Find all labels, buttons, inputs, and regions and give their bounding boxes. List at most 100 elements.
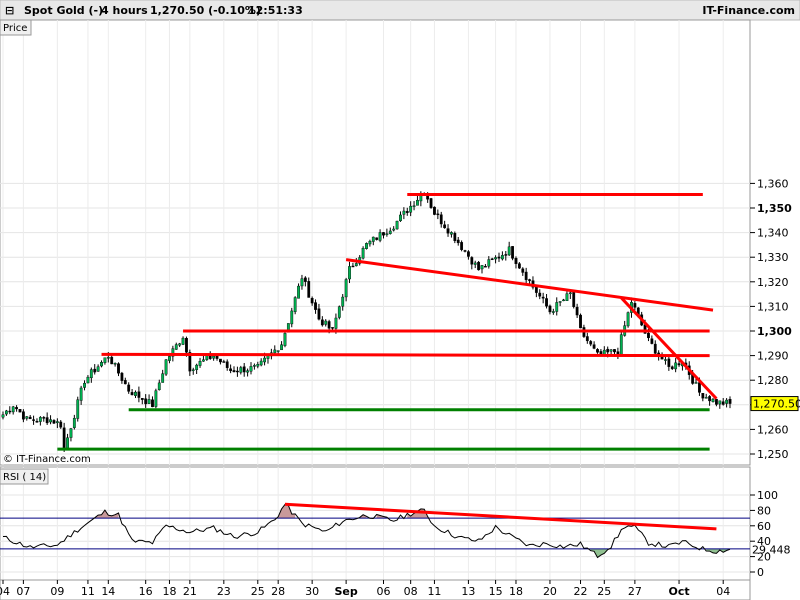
candle-body [28, 416, 32, 420]
price-candle [96, 364, 100, 372]
candle-body [715, 398, 718, 405]
candle-body [89, 369, 93, 379]
candle-body [72, 417, 76, 428]
price-candle [69, 427, 73, 442]
rsi-line [2, 503, 731, 559]
candle-body [602, 349, 606, 355]
candle-body [276, 350, 280, 352]
price-candle [4, 409, 8, 416]
price-candle [89, 367, 93, 383]
x-axis-label: 22 [574, 585, 588, 598]
candle-body [168, 356, 171, 361]
price-panel-tab[interactable]: Price [0, 19, 32, 36]
candle-body [399, 214, 402, 222]
price-candle [191, 367, 195, 375]
candle-body [1, 414, 5, 418]
price-candle [436, 209, 440, 220]
x-axis-label: Oct [668, 585, 689, 598]
rsi-panel-tab[interactable]: RSI ( 14) [0, 468, 49, 485]
price-candle [473, 260, 477, 269]
price-candle [450, 231, 453, 238]
price-candle [521, 267, 525, 276]
candle-body [534, 286, 538, 293]
price-candle [25, 416, 29, 421]
candle-body [59, 421, 63, 428]
candle-body [592, 344, 596, 349]
price-candle [500, 251, 504, 261]
candle-body [524, 271, 528, 281]
candle-body [551, 311, 555, 313]
candle-body [670, 366, 674, 369]
candle-body [242, 366, 246, 373]
price-candle [382, 232, 385, 239]
price-y-tick-label: 1,250 [757, 448, 789, 461]
candle-body [55, 421, 59, 424]
candle-body [348, 266, 351, 280]
price-candle [701, 393, 705, 402]
price-candle [93, 364, 97, 375]
candle-body [290, 310, 294, 325]
price-candle [45, 412, 49, 425]
price-candle [348, 261, 351, 284]
candle-body [579, 314, 582, 329]
price-candle [127, 382, 131, 394]
candle-body [504, 254, 508, 256]
candle-body [324, 320, 328, 325]
candle-body [283, 333, 287, 346]
x-axis-label: 28 [271, 585, 285, 598]
candle-body [538, 292, 542, 297]
price-candle [168, 354, 171, 364]
price-candle [117, 362, 120, 377]
candle-body [198, 361, 202, 366]
candle-body [708, 396, 712, 402]
price-candle [242, 362, 246, 377]
chart-toggle-icon[interactable]: ⊟ [5, 4, 14, 17]
price-candle [711, 397, 715, 403]
price-candle [225, 359, 229, 371]
candle-body [127, 384, 131, 392]
candle-body [236, 370, 239, 373]
price-candle [202, 355, 205, 362]
candle-body [151, 399, 154, 408]
candle-body [76, 399, 80, 419]
candle-body [147, 399, 151, 404]
price-candle [375, 237, 379, 241]
candle-body [212, 355, 216, 359]
candle-body [38, 417, 42, 422]
candle-body [375, 237, 379, 240]
candle-body [694, 382, 698, 384]
price-candle [11, 405, 15, 415]
price-candle [249, 362, 253, 375]
candle-body [514, 258, 518, 264]
price-candle [405, 207, 409, 216]
candle-body [541, 296, 545, 299]
price-candle [72, 414, 76, 430]
price-candle [18, 409, 22, 413]
price-candle [15, 405, 18, 412]
timeframe: 4 hours [101, 4, 148, 17]
candle-body [728, 399, 732, 404]
candle-body [368, 240, 372, 245]
price-candle [157, 379, 161, 391]
candle-body [195, 364, 199, 370]
candle-body [463, 250, 467, 252]
candle-body [140, 397, 144, 400]
price-candle [35, 418, 39, 423]
price-candle [399, 211, 402, 222]
price-candle [704, 393, 708, 399]
candle-body [416, 199, 419, 206]
candle-body [66, 437, 69, 449]
price-candle [320, 316, 324, 327]
price-candle [487, 256, 491, 269]
candle-body [456, 239, 460, 244]
candle-body [351, 265, 355, 268]
x-axis-label: 11 [81, 585, 95, 598]
price-candle [650, 335, 654, 345]
price-candle [239, 365, 243, 375]
candle-body [202, 359, 205, 362]
x-axis-label: 13 [461, 585, 475, 598]
candle-body [188, 352, 192, 372]
candle-body [106, 357, 110, 359]
x-axis-label: 25 [597, 585, 611, 598]
